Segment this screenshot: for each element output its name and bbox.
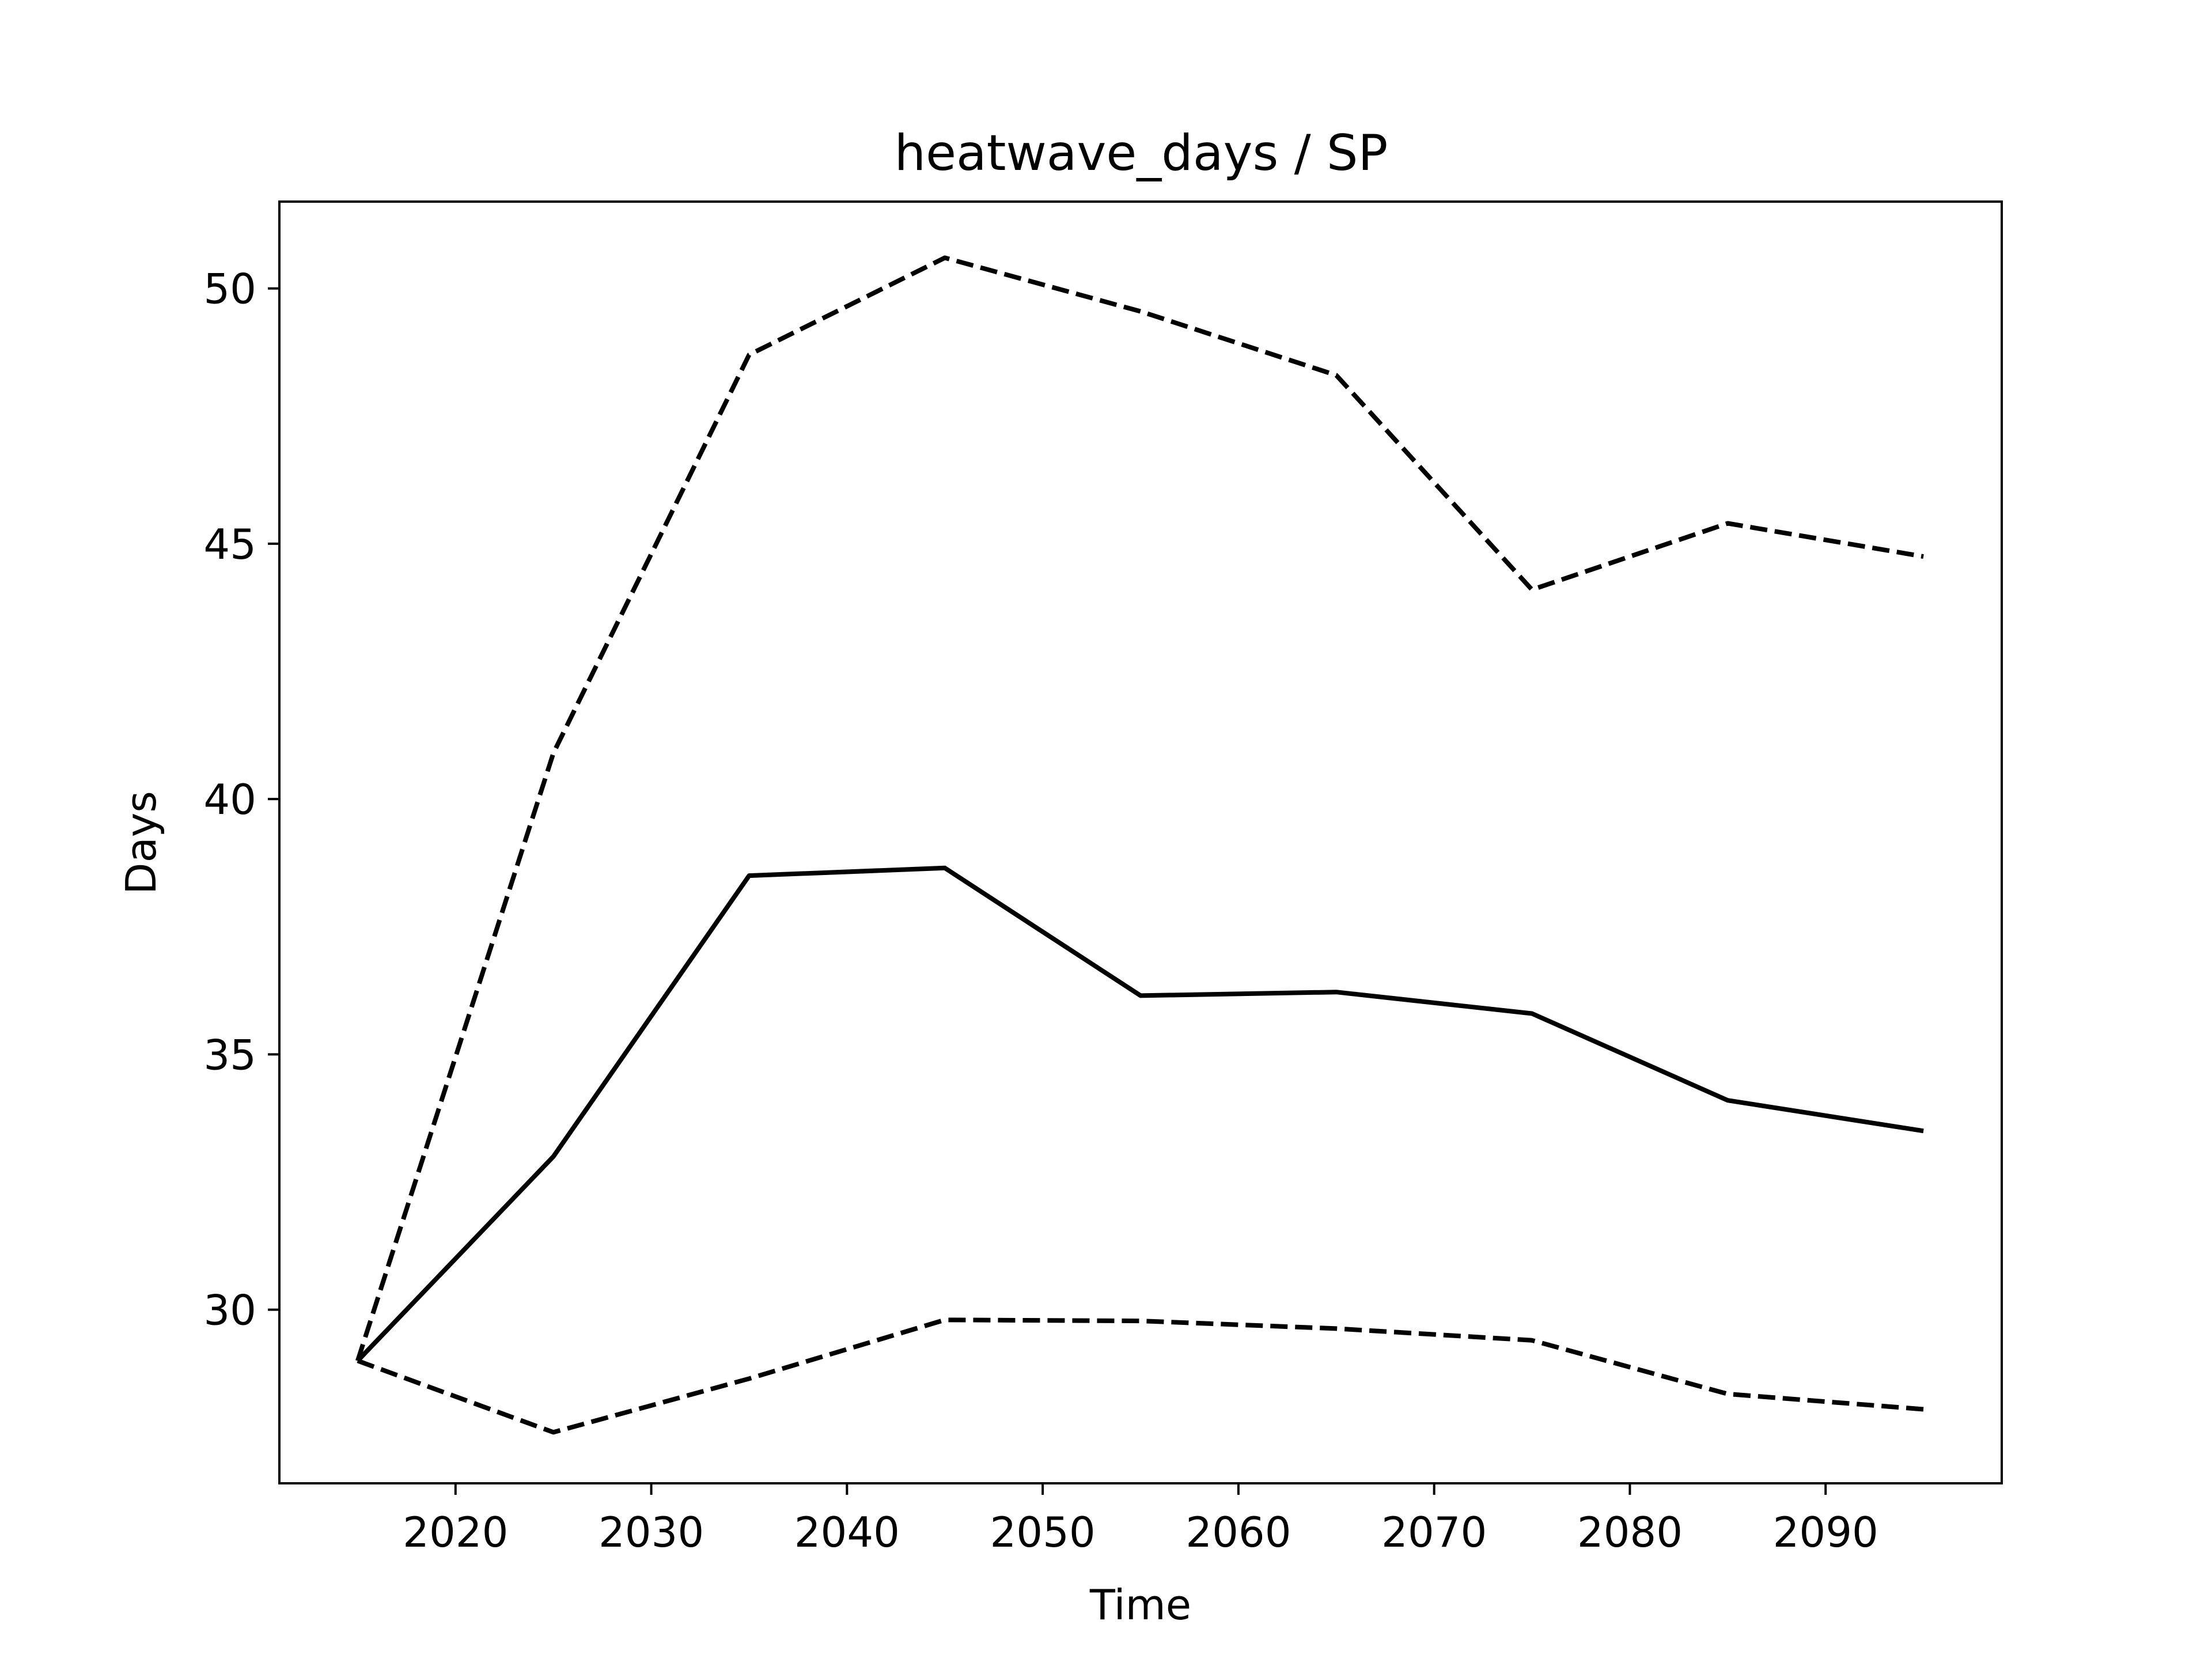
series-line-2 xyxy=(355,255,1924,1362)
chart-title: heatwave_days / SP xyxy=(895,124,1388,182)
y-tick-label: 50 xyxy=(203,265,256,313)
x-tick-label: 2080 xyxy=(1577,1508,1683,1556)
y-tick-label: 45 xyxy=(203,520,256,569)
y-tick-label: 35 xyxy=(203,1031,256,1079)
x-axis-label: Time xyxy=(1089,1581,1191,1629)
x-tick-label: 2060 xyxy=(1185,1508,1291,1556)
series-layer xyxy=(355,255,1924,1435)
x-tick-label: 2090 xyxy=(1773,1508,1878,1556)
y-tick-label: 30 xyxy=(203,1286,256,1335)
x-tick-label: 2040 xyxy=(794,1508,900,1556)
y-axis-ticks: 30 35 40 45 50 xyxy=(203,265,279,1335)
y-axis-label: Days xyxy=(117,791,165,895)
y-tick-label: 40 xyxy=(203,775,256,824)
x-tick-label: 2030 xyxy=(599,1508,704,1556)
series-line-3 xyxy=(357,1317,1924,1435)
x-axis-ticks: 2020 2030 2040 2050 2060 2070 2080 2090 xyxy=(403,1483,1878,1556)
x-tick-label: 2020 xyxy=(403,1508,508,1556)
plot-frame xyxy=(278,200,2003,1484)
x-tick-label: 2070 xyxy=(1381,1508,1487,1556)
series-line-1 xyxy=(356,865,1924,1363)
x-tick-label: 2050 xyxy=(990,1508,1095,1556)
